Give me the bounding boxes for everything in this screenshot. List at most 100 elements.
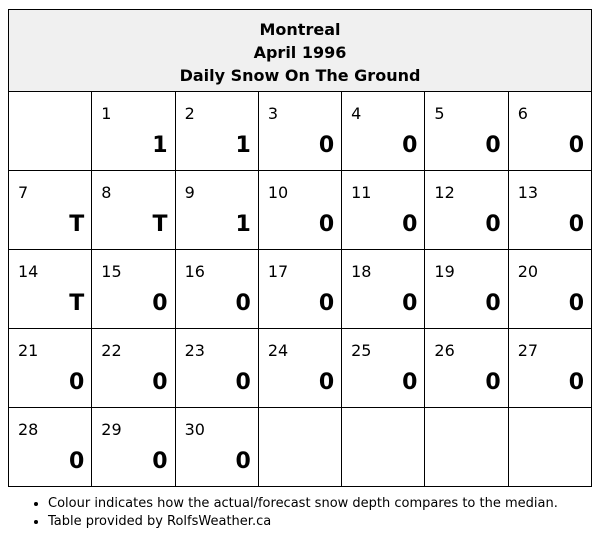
day-cell: 11 0 [341,170,426,250]
day-number: 21 [18,341,39,360]
day-number: 1 [101,104,112,123]
day-cell: 15 0 [91,249,176,329]
snow-depth-value: 0 [485,370,501,395]
day-number: 7 [18,183,29,202]
day-number: 29 [101,420,122,439]
snow-depth-value: 0 [568,291,584,316]
day-number: 13 [517,183,539,202]
notes-list: Colour indicates how the actual/forecast… [20,495,558,531]
day-cell: 10 0 [257,170,343,250]
snow-depth-value: 0 [318,370,335,395]
day-cell: 18 0 [341,249,426,329]
empty-cell [507,407,593,487]
day-number: 6 [517,104,528,123]
snow-depth-value: 1 [235,133,251,158]
snow-depth-value: 0 [318,291,335,316]
day-number: 3 [267,104,279,123]
day-number: 17 [267,262,289,281]
day-number: 12 [434,183,455,202]
day-number: 16 [184,262,205,281]
snow-depth-value: 1 [152,133,168,158]
snow-depth-value: 0 [152,370,168,395]
calendar-week-row: 28 0 29 0 30 0 [7,407,593,487]
day-number: 23 [184,341,205,360]
note-credit: Table provided by RolfsWeather.ca [48,513,558,531]
day-cell: 22 0 [91,328,176,408]
day-number: 24 [267,341,289,360]
calendar-header: Montreal April 1996 Daily Snow On The Gr… [8,9,592,91]
chart-subtitle: Daily Snow On The Ground [179,66,421,85]
empty-cell [257,407,343,487]
snow-depth-value: 0 [485,212,501,237]
snow-depth-value: 0 [235,449,251,474]
snow-depth-value: T [69,291,85,316]
day-cell: 13 0 [507,170,593,250]
day-number: 26 [434,341,455,360]
snow-depth-value: 0 [402,133,418,158]
snow-depth-value: 0 [568,370,584,395]
snow-depth-value: 0 [68,370,85,395]
day-number: 2 [184,104,195,123]
snow-depth-value: 0 [485,133,501,158]
snow-depth-value: 0 [152,449,168,474]
day-number: 25 [351,341,372,360]
month-title: April 1996 [253,43,347,62]
day-cell: 28 0 [7,407,93,487]
snow-depth-value: 0 [402,291,418,316]
calendar-week-row: 21 0 22 0 23 0 24 0 25 0 26 0 27 0 [7,328,593,408]
day-number: 5 [434,104,445,123]
day-number: 10 [267,183,289,202]
snow-depth-value: T [152,212,168,237]
day-number: 18 [351,262,372,281]
day-number: 30 [184,420,205,439]
snow-depth-value: 0 [568,133,584,158]
snow-depth-value: 0 [402,212,418,237]
day-cell: 20 0 [507,249,593,329]
city-title: Montreal [259,20,341,39]
calendar-week-row: 14 T 15 0 16 0 17 0 18 0 19 0 20 0 [7,249,593,329]
snow-depth-value: 0 [235,370,251,395]
day-number: 9 [184,183,195,202]
day-number: 22 [101,341,122,360]
empty-cell [341,407,426,487]
day-cell: 17 0 [257,249,343,329]
day-number: 8 [101,183,112,202]
snow-depth-value: 0 [152,291,168,316]
snow-depth-value: T [69,212,85,237]
calendar-week-row: 7 T 8 T 9 1 10 0 11 0 12 0 13 0 [7,170,593,250]
note-colour-legend: Colour indicates how the actual/forecast… [48,495,558,513]
day-number: 15 [101,262,122,281]
day-number: 27 [517,341,539,360]
day-number: 14 [18,262,39,281]
snow-depth-value: 0 [235,291,251,316]
snow-depth-value: 0 [68,449,85,474]
day-number: 11 [351,183,372,202]
day-cell: 21 0 [7,328,93,408]
snow-depth-value: 0 [568,212,584,237]
day-number: 4 [351,104,362,123]
day-cell: 30 0 [174,407,259,487]
day-number: 28 [18,420,39,439]
day-cell: 26 0 [424,328,509,408]
day-cell: 16 0 [174,249,259,329]
snow-depth-value: 0 [402,370,418,395]
day-cell: 23 0 [174,328,259,408]
day-cell: 29 0 [91,407,176,487]
snow-depth-value: 0 [485,291,501,316]
day-cell: 19 0 [424,249,509,329]
day-cell: 14 T [7,249,93,329]
empty-cell [7,91,93,171]
snow-calendar: Montreal April 1996 Daily Snow On The Gr… [7,9,593,487]
day-number: 20 [517,262,539,281]
empty-cell [424,407,509,487]
snow-depth-value: 0 [318,212,335,237]
